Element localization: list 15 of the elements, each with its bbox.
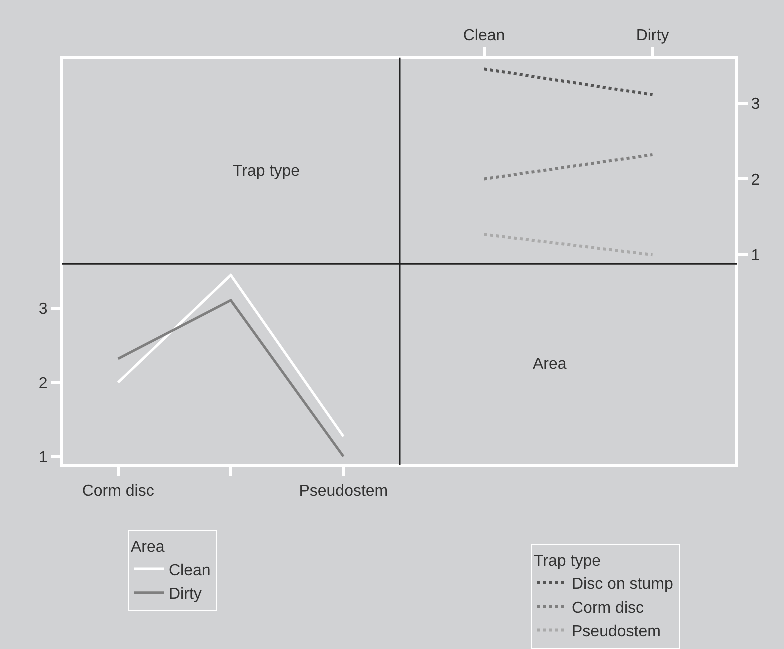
- legend-label: Pseudostem: [572, 624, 661, 641]
- x-axis-title: Area: [533, 356, 567, 373]
- y-tick-label: 1: [751, 248, 760, 265]
- y-tick-label: 1: [38, 449, 48, 466]
- y-tick-label: 3: [38, 301, 48, 318]
- legend-label: Corm disc: [572, 600, 644, 617]
- legend-title: Trap type: [534, 552, 602, 570]
- legend-label: Clean: [169, 562, 211, 580]
- legend-title: Area: [131, 539, 165, 556]
- y-tick-label: 3: [751, 96, 760, 113]
- x-axis-title: Trap type: [233, 163, 300, 180]
- legend-label: Disc on stump: [572, 576, 674, 593]
- y-tick-label: 2: [38, 375, 48, 392]
- legend-label: Dirty: [169, 586, 202, 604]
- y-tick-label: 2: [751, 172, 760, 189]
